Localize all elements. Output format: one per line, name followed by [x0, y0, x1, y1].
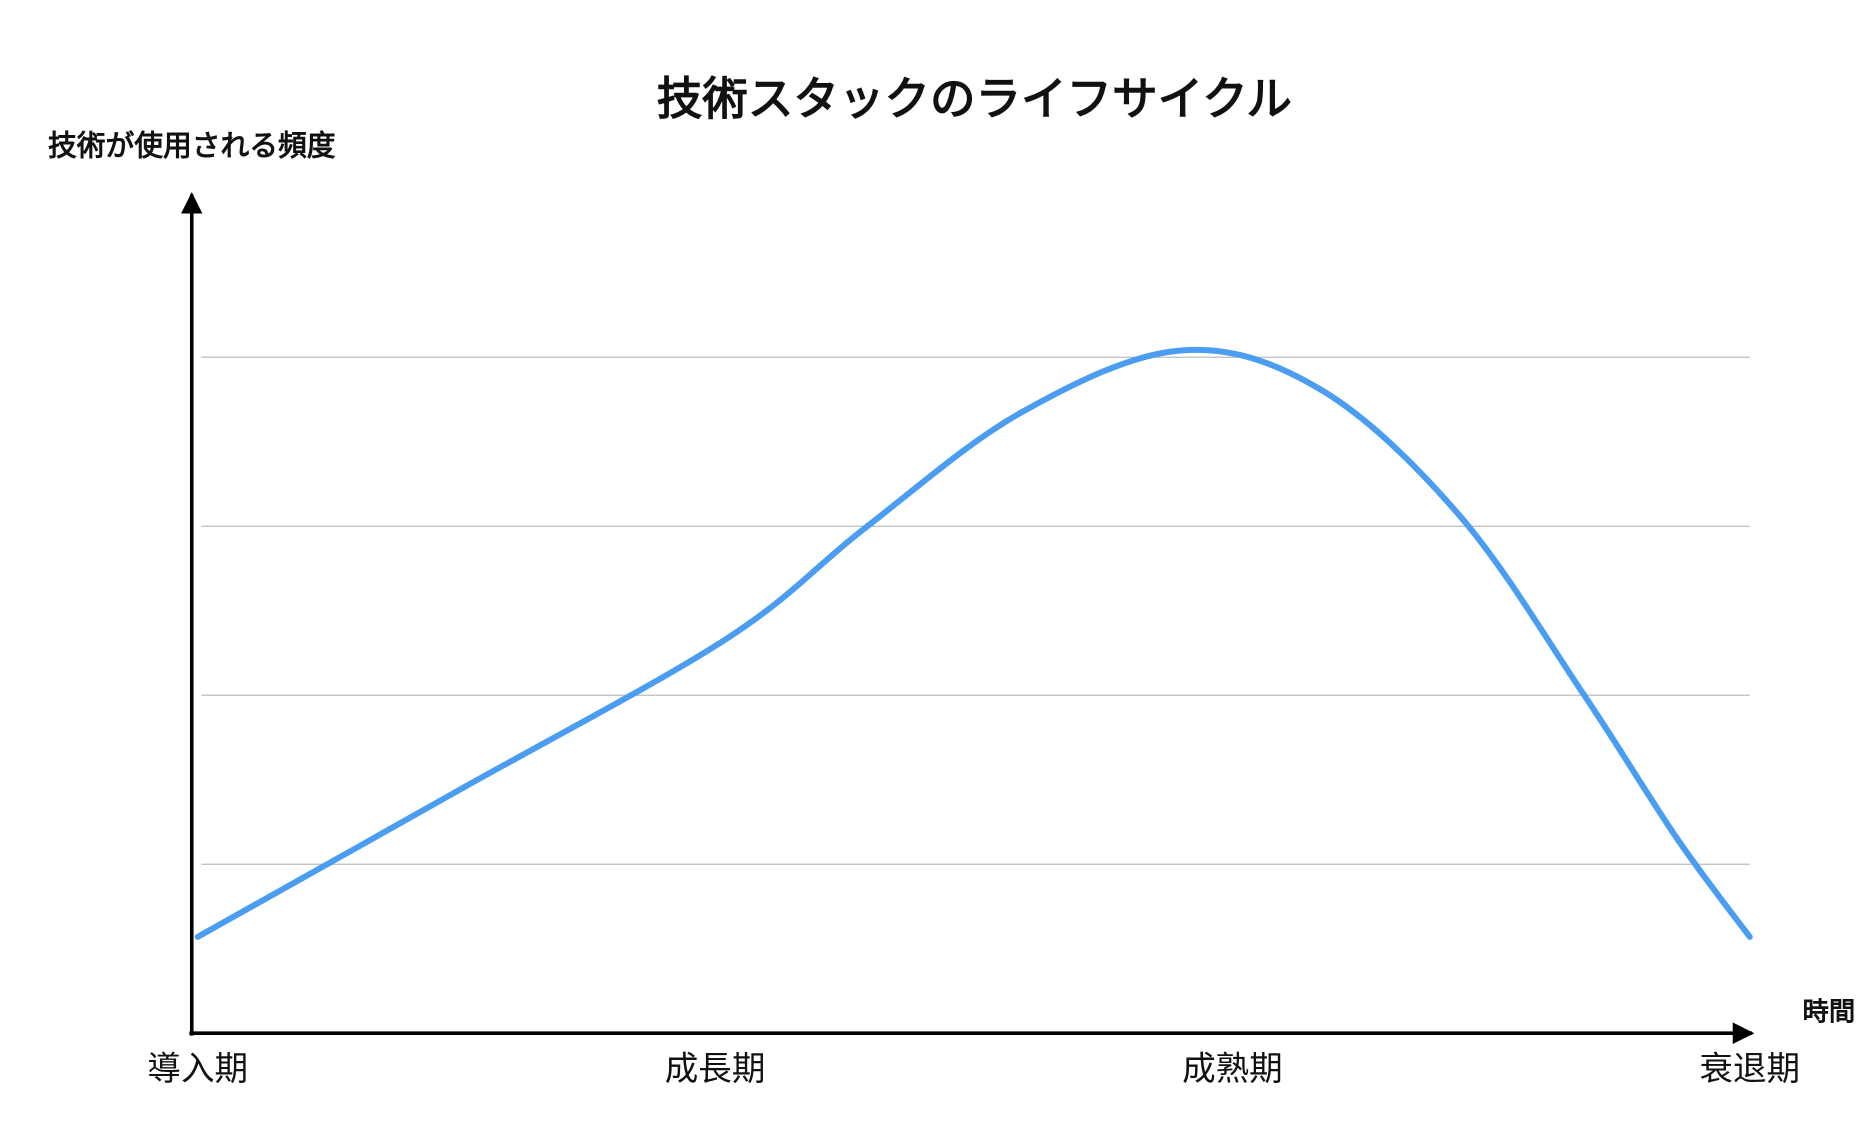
y-axis-label: 技術が使用される頻度 [48, 129, 336, 163]
x-tick-label: 衰退期 [1699, 1049, 1800, 1088]
x-tick-label: 成熟期 [1182, 1049, 1283, 1088]
x-tick-label: 導入期 [147, 1049, 248, 1088]
chart-title: 技術スタックのライフサイクル [657, 72, 1292, 125]
line [194, 346, 1753, 940]
x-axis-label: 時間 [1802, 997, 1855, 1027]
x-tick-label: 成長期 [665, 1049, 766, 1088]
